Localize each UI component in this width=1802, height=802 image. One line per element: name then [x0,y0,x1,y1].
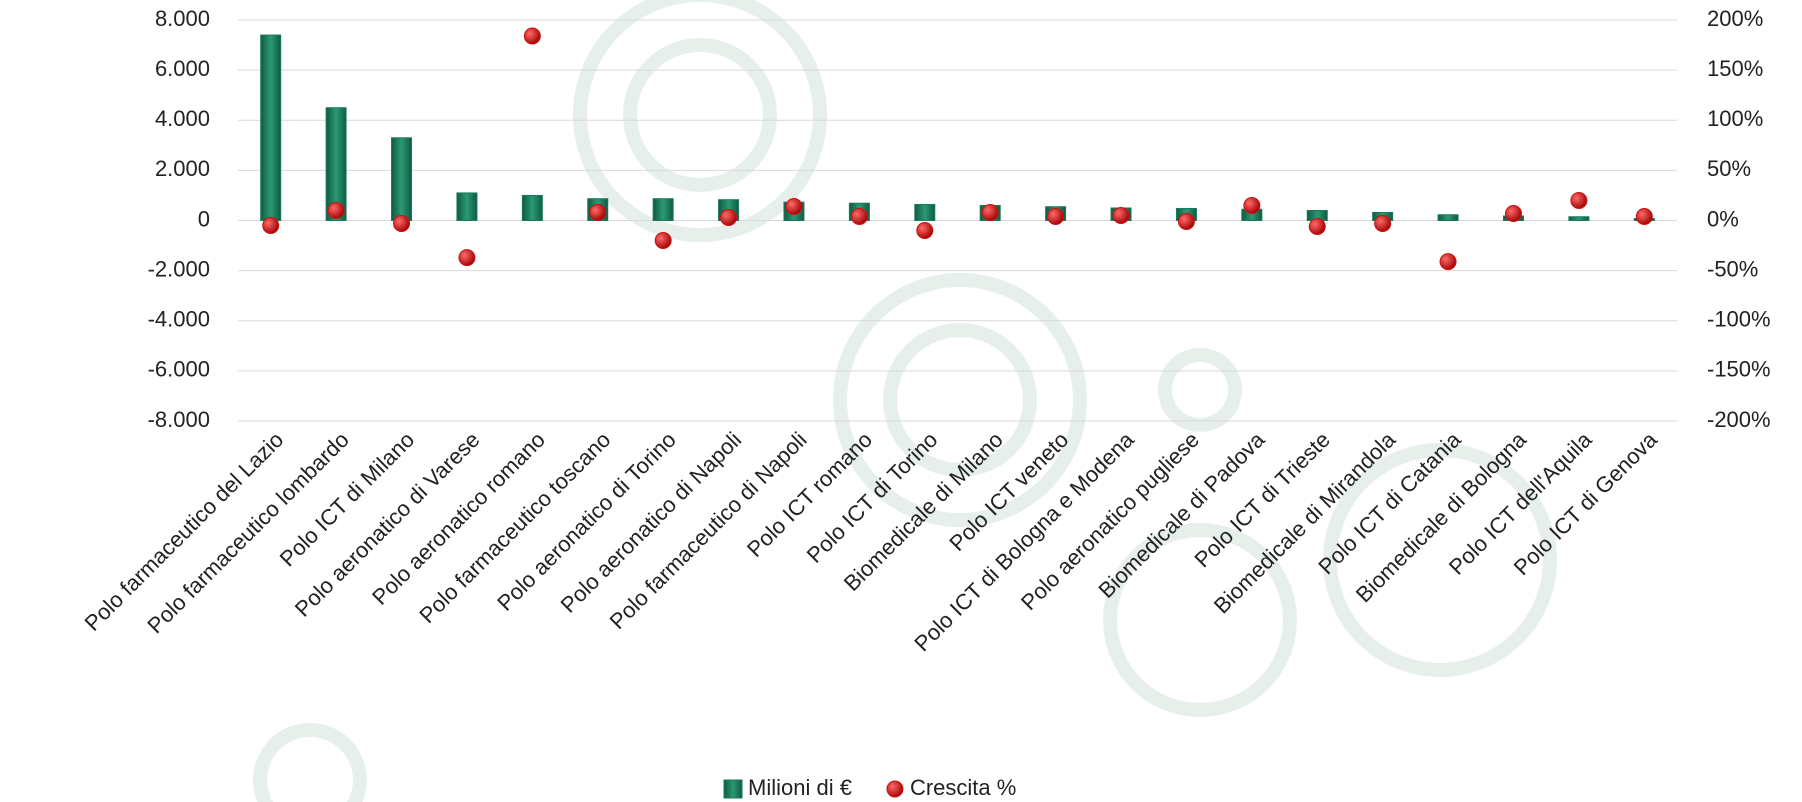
bar [260,34,282,221]
point [720,208,738,226]
legend-label: Crescita % [910,775,1016,800]
y2-tick-label: 150% [1707,56,1763,81]
point [1112,206,1130,224]
point [1308,218,1326,236]
y2-tick-label: 100% [1707,106,1763,131]
y2-tick-label: -200% [1707,407,1771,432]
point [458,249,476,267]
y2-tick-label: 0% [1707,206,1739,231]
legend-swatch [723,779,743,799]
y2-tick-label: -50% [1707,256,1758,281]
bar [521,194,543,221]
bar [1568,216,1590,222]
y-tick-label: -6.000 [148,357,210,382]
point [589,203,607,221]
bar [652,198,674,221]
y2-tick-label: 200% [1707,6,1763,31]
point [1243,196,1261,214]
y-tick-label: 8.000 [155,6,210,31]
point [393,215,411,233]
y2-tick-label: -150% [1707,357,1771,382]
y-tick-label: 0 [198,206,210,231]
point [654,232,672,250]
point [916,222,934,240]
point [1047,207,1065,225]
point [1504,204,1522,222]
point [981,203,999,221]
point [1439,253,1457,271]
point [327,201,345,219]
bar [1437,214,1459,222]
y-tick-label: 2.000 [155,156,210,181]
bar [456,192,478,221]
point [1177,213,1195,231]
y2-tick-label: 50% [1707,156,1751,181]
watermark [253,0,1557,802]
y-tick-label: 6.000 [155,56,210,81]
y-tick-label: 4.000 [155,106,210,131]
y2-tick-label: -100% [1707,307,1771,332]
bar [325,107,347,221]
point [785,197,803,215]
legend-swatch [886,780,904,798]
point [262,217,280,235]
point [523,27,541,45]
point [1374,215,1392,233]
point [1570,191,1588,209]
point [850,207,868,225]
bar [914,203,936,222]
bar [391,137,413,221]
y-tick-label: -8.000 [148,407,210,432]
point [1635,207,1653,225]
y-tick-label: -2.000 [148,256,210,281]
y-tick-label: -4.000 [148,307,210,332]
legend-label: Milioni di € [748,775,852,800]
